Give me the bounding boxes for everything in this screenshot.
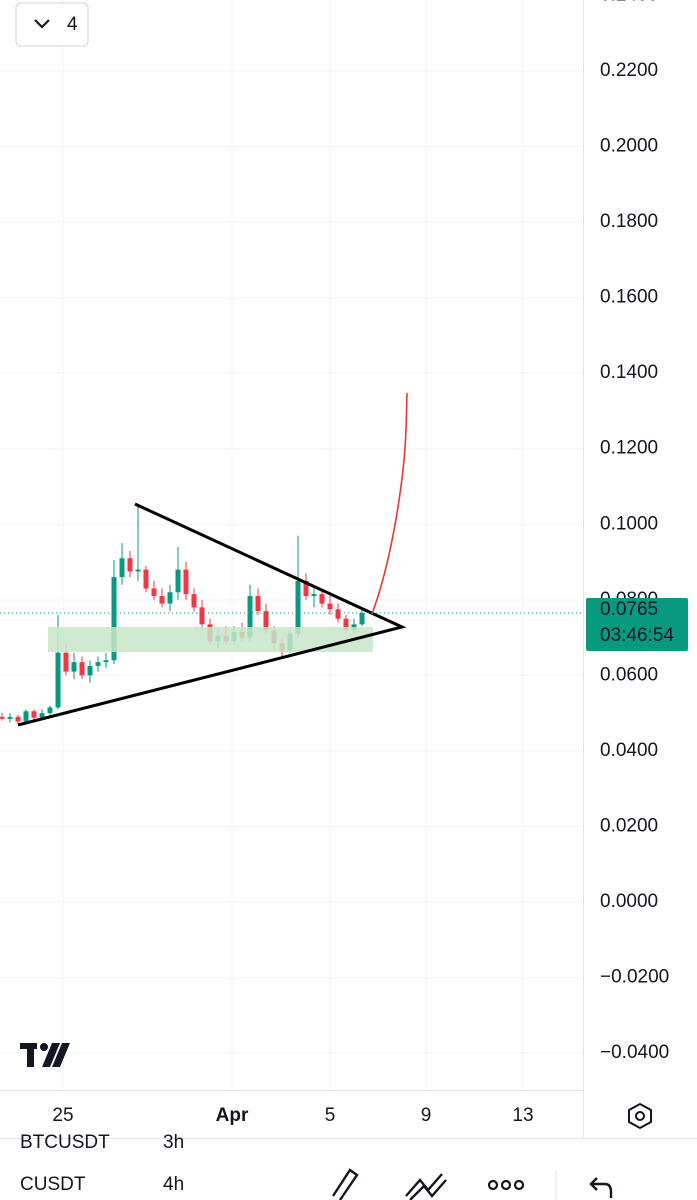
candle-body bbox=[319, 594, 325, 604]
candle-body bbox=[295, 580, 301, 634]
candle-body bbox=[255, 596, 261, 612]
y-tick-label: 0.1600 bbox=[600, 287, 658, 308]
candle-body bbox=[0, 716, 5, 719]
countdown-label: 03:46:54 bbox=[600, 625, 674, 646]
candle-body bbox=[311, 594, 317, 597]
candle-body bbox=[191, 594, 197, 608]
indicator-icon[interactable] bbox=[405, 1173, 447, 1200]
y-tick-label: −0.0200 bbox=[600, 967, 669, 988]
overlay: −0.0400 −0.0200 0.0000 0.0200 0.0400 0.0600 0.… bbox=[0, 0, 688, 1126]
x-tick-label: 25 bbox=[52, 1105, 73, 1126]
previous-interval: 3h bbox=[163, 1132, 184, 1153]
chevron-icon bbox=[34, 19, 50, 29]
bottom-bar bbox=[0, 1152, 697, 1200]
candle-body bbox=[71, 662, 77, 672]
candle-body bbox=[127, 558, 133, 572]
candle-body bbox=[103, 660, 109, 663]
y-tick-label: 0.0600 bbox=[600, 664, 658, 685]
candle-body bbox=[119, 558, 125, 578]
candle-body bbox=[143, 569, 149, 589]
candle-body bbox=[87, 665, 93, 676]
symbol[interactable]: CUSDT bbox=[20, 1174, 86, 1195]
candle-body bbox=[55, 652, 61, 708]
y-tick-label: 0.1800 bbox=[600, 211, 658, 232]
draw-icon[interactable] bbox=[331, 1168, 359, 1200]
x-tick-label: 5 bbox=[325, 1105, 336, 1126]
x-tick-label: 13 bbox=[512, 1105, 533, 1126]
candles bbox=[0, 505, 365, 725]
previous-symbol: BTCUSDT bbox=[20, 1132, 110, 1153]
candle-body bbox=[359, 613, 365, 625]
x-tick-label: Apr bbox=[216, 1105, 249, 1126]
candle-body bbox=[31, 711, 37, 718]
y-tick-label: −0.0400 bbox=[600, 1042, 669, 1063]
candle-body bbox=[247, 596, 253, 638]
y-tick-label: 0.0400 bbox=[600, 740, 658, 761]
tv-logo bbox=[20, 1043, 70, 1067]
y-tick-label: 0.2200 bbox=[600, 60, 658, 81]
candle-body bbox=[335, 609, 341, 619]
y-tick-label: 0.1200 bbox=[600, 438, 658, 459]
candle-body bbox=[135, 569, 141, 572]
candle-body bbox=[47, 707, 53, 714]
settings-icon[interactable] bbox=[628, 1102, 652, 1130]
projection-curve bbox=[371, 392, 408, 615]
interval[interactable]: 4h bbox=[163, 1174, 184, 1195]
candle-body bbox=[183, 569, 189, 595]
candle-body bbox=[343, 618, 349, 631]
candle-body bbox=[7, 716, 13, 719]
x-tick-label: 9 bbox=[421, 1105, 432, 1126]
candle-body bbox=[23, 711, 29, 722]
candle-body bbox=[303, 580, 309, 597]
candle-body bbox=[159, 596, 165, 604]
candle-body bbox=[111, 577, 117, 661]
candle-body bbox=[167, 592, 173, 604]
indicator-dropdown[interactable] bbox=[15, 2, 89, 47]
y-tick-label: 0.0200 bbox=[600, 815, 658, 836]
candle-body bbox=[263, 611, 269, 631]
undo-icon[interactable] bbox=[589, 1177, 613, 1198]
y-tick-label: 0.2400 bbox=[600, 0, 658, 5]
candle-body bbox=[327, 603, 333, 610]
grid bbox=[0, 0, 583, 1090]
y-tick-label: 0.1400 bbox=[600, 362, 658, 383]
more-icon[interactable] bbox=[487, 1179, 525, 1191]
candle-body bbox=[39, 713, 45, 718]
candle-body bbox=[199, 607, 205, 625]
candle-body bbox=[15, 716, 21, 722]
candle-body bbox=[95, 662, 101, 666]
candle-body bbox=[175, 569, 181, 593]
dropdown-count: 4 bbox=[67, 14, 78, 35]
candle-body bbox=[63, 652, 69, 672]
last-price-label: 0.0765 bbox=[600, 599, 658, 620]
y-tick-label: 0.1000 bbox=[600, 513, 658, 534]
y-tick-label: 0.0000 bbox=[600, 891, 658, 912]
y-tick-label: 0.2000 bbox=[600, 136, 658, 157]
candle-body bbox=[79, 662, 85, 676]
candle-body bbox=[151, 588, 157, 597]
last-price-badge bbox=[586, 598, 688, 652]
triangle-pattern bbox=[17, 502, 407, 727]
